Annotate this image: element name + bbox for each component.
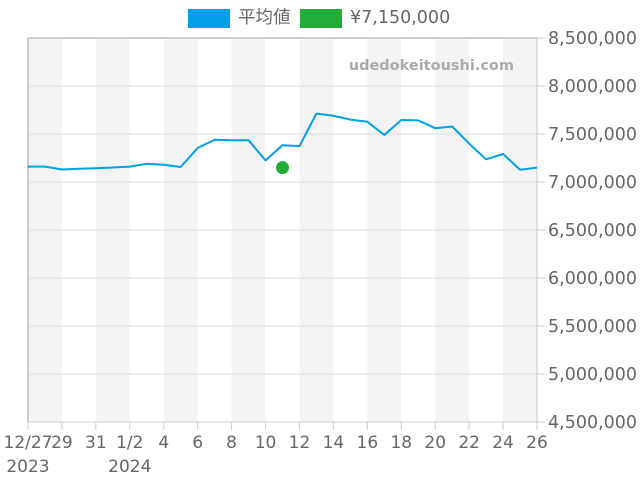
data-series <box>28 112 538 175</box>
x-tick-label: 12 <box>289 433 311 453</box>
x-tick-year-label: 2024 <box>108 457 151 477</box>
x-tick-label: 4 <box>158 433 169 453</box>
average-price-line[interactable] <box>28 112 538 171</box>
legend-label-average[interactable]: 平均値 <box>238 8 291 28</box>
legend-label-price[interactable]: ¥7,150,000 <box>350 8 451 28</box>
x-tick-label: 24 <box>492 433 514 453</box>
y-tick-label: 8,500,000 <box>548 29 637 49</box>
y-tick-label: 4,500,000 <box>548 413 637 433</box>
legend-swatch-price[interactable] <box>300 9 342 28</box>
x-tick-label: 29 <box>51 433 73 453</box>
y-tick-label: 5,000,000 <box>548 365 637 385</box>
y-tick-label: 8,000,000 <box>548 77 637 97</box>
y-tick-label: 7,000,000 <box>548 173 637 193</box>
chart-legend: 平均値 ¥7,150,000 <box>0 0 640 36</box>
x-tick-label: 8 <box>226 433 237 453</box>
y-tick-label: 5,500,000 <box>548 317 637 337</box>
price-point-marker[interactable] <box>276 161 289 175</box>
watermark: udedokeitoushi.com <box>349 58 514 74</box>
grid-lines <box>28 85 537 375</box>
y-tick-label: 7,500,000 <box>548 125 637 145</box>
x-tick-label: 1/2 <box>116 433 143 453</box>
y-axis-labels: 4,500,000 5,000,000 5,500,000 6,000,000 6,50… <box>548 29 637 433</box>
x-tick-year-label: 2023 <box>6 457 49 477</box>
x-tick-label: 26 <box>526 433 548 453</box>
x-tick-label: 6 <box>192 433 203 453</box>
x-tick-label: 20 <box>424 433 446 453</box>
y-tick-label: 6,000,000 <box>548 269 637 289</box>
y-tick-label: 6,500,000 <box>548 221 637 241</box>
x-tick-label: 10 <box>255 433 277 453</box>
legend-swatch-average[interactable] <box>188 9 230 28</box>
x-tick-label: 31 <box>85 433 107 453</box>
x-tick-label: 14 <box>323 433 345 453</box>
x-tick-label: 22 <box>458 433 480 453</box>
x-tick-label: 18 <box>390 433 412 453</box>
axes <box>27 37 545 430</box>
x-tick-label: 12/27 <box>4 433 53 453</box>
x-tick-label: 16 <box>357 433 379 453</box>
